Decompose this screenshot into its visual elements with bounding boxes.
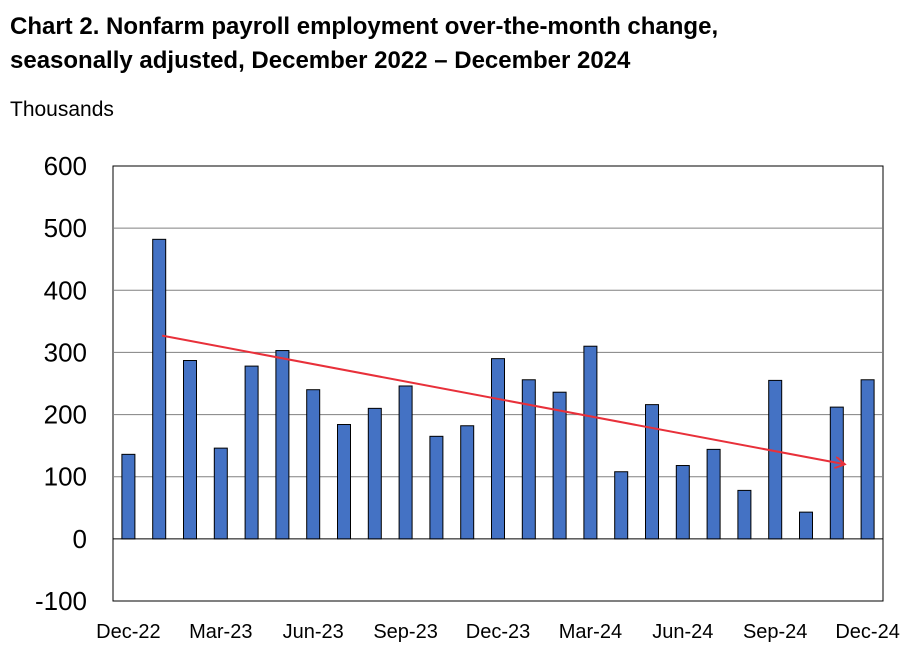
y-tick-label: -100 <box>35 586 87 616</box>
bar-nov-23 <box>460 425 475 540</box>
y-tick-label: 200 <box>44 400 87 430</box>
y-axis-unit-label: Thousands <box>10 98 114 121</box>
x-tick-label: Jun-23 <box>283 621 344 643</box>
y-tick-label: 600 <box>44 151 87 181</box>
bar-nov-24 <box>829 406 844 540</box>
bar-aug-24 <box>737 489 752 540</box>
bar-mar-23 <box>213 447 228 540</box>
bar-dec-24 <box>860 379 875 540</box>
y-tick-label: 300 <box>44 337 87 367</box>
x-tick-label: Sep-24 <box>743 621 808 643</box>
bar-jan-23 <box>152 238 167 540</box>
x-tick-label: Mar-23 <box>189 621 252 643</box>
bar-apr-23 <box>244 365 259 540</box>
bar-apr-24 <box>614 471 629 540</box>
y-tick-label: 0 <box>73 524 87 554</box>
chart-title-line-1: Chart 2. Nonfarm payroll employment over… <box>10 13 719 40</box>
bar-mar-24 <box>583 345 598 540</box>
bar-jan-24 <box>521 379 536 540</box>
bar-sep-24 <box>768 379 783 540</box>
bar-jul-23 <box>337 424 351 540</box>
bar-aug-23 <box>367 407 382 540</box>
bar-oct-23 <box>429 435 444 540</box>
bar-feb-24 <box>552 391 567 540</box>
x-tick-label: Dec-22 <box>96 621 160 643</box>
trend-arrow <box>162 334 845 465</box>
x-tick-label: Sep-23 <box>373 621 438 643</box>
bar-jun-23 <box>306 389 321 540</box>
bar-jul-24 <box>706 448 721 540</box>
y-tick-label: 400 <box>44 275 87 305</box>
chart-title: Chart 2. Nonfarm payroll employment over… <box>10 10 910 78</box>
bar-may-23 <box>275 350 290 540</box>
y-tick-label: 100 <box>44 462 87 492</box>
bar-oct-24 <box>799 511 813 540</box>
bar-dec-23 <box>491 358 505 540</box>
y-tick-label: 500 <box>44 213 87 243</box>
x-tick-label: Mar-24 <box>559 621 622 643</box>
x-tick-label: Dec-23 <box>466 621 530 643</box>
x-tick-label: Jun-24 <box>652 621 713 643</box>
bar-dec-22 <box>121 453 136 540</box>
bar-may-24 <box>645 404 659 540</box>
bar-sep-23 <box>398 385 413 540</box>
x-tick-label: Dec-24 <box>835 621 899 643</box>
bar-feb-23 <box>183 360 197 540</box>
bar-jun-24 <box>675 465 690 540</box>
chart-title-line-2: seasonally adjusted, December 2022 – Dec… <box>10 47 631 74</box>
